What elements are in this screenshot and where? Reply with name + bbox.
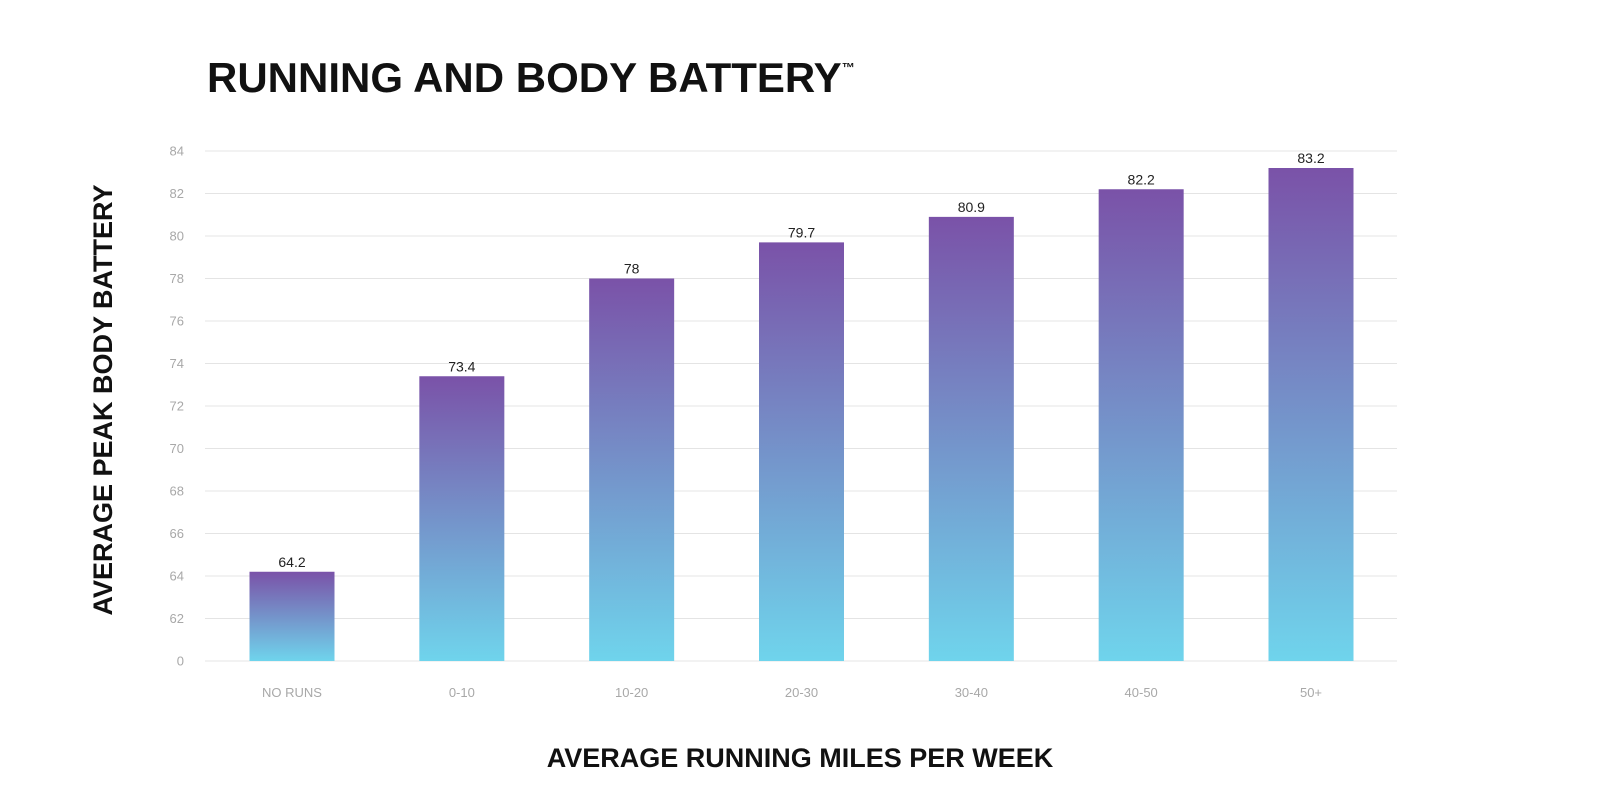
y-tick-label: 70 bbox=[170, 441, 184, 456]
x-axis-ticks: NO RUNS 0-10 10-20 20-30 30-40 40-50 50+ bbox=[262, 685, 1322, 700]
y-axis-ticks: 0 62 64 66 68 70 72 74 76 78 80 82 84 bbox=[170, 144, 184, 669]
y-tick-label: 78 bbox=[170, 271, 184, 286]
y-tick-label: 84 bbox=[170, 144, 184, 159]
bar bbox=[759, 242, 844, 661]
y-tick-label: 80 bbox=[170, 229, 184, 244]
y-tick-label: 66 bbox=[170, 526, 184, 541]
bar bbox=[589, 278, 675, 661]
x-tick-label: 0-10 bbox=[449, 685, 475, 700]
bar bbox=[419, 376, 505, 661]
chart-title-text: RUNNING AND BODY BATTERY™ bbox=[207, 54, 855, 101]
bar bbox=[928, 216, 1014, 661]
x-tick-label: 10-20 bbox=[615, 685, 648, 700]
y-tick-label: 76 bbox=[170, 314, 184, 329]
y-tick-label: 72 bbox=[170, 399, 184, 414]
bar-value-label: 79.7 bbox=[788, 224, 815, 240]
y-tick-label: 82 bbox=[170, 186, 184, 201]
bar bbox=[1098, 189, 1184, 661]
bar bbox=[1268, 168, 1354, 661]
y-tick-label: 68 bbox=[170, 484, 184, 499]
bar-value-label: 80.9 bbox=[958, 199, 985, 215]
x-tick-label: NO RUNS bbox=[262, 685, 322, 700]
chart-title-trademark: ™ bbox=[842, 60, 855, 75]
y-tick-label: 64 bbox=[170, 569, 184, 584]
bar-value-label: 83.2 bbox=[1297, 150, 1324, 166]
x-tick-label: 20-30 bbox=[785, 685, 818, 700]
y-tick-label: 62 bbox=[170, 611, 184, 626]
bar-value-label: 64.2 bbox=[278, 554, 305, 570]
data-labels: 64.2 73.4 78 79.7 80.9 82.2 83.2 bbox=[278, 150, 1324, 570]
x-axis-title: AVERAGE RUNNING MILES PER WEEK bbox=[547, 743, 1054, 773]
chart-title: RUNNING AND BODY BATTERY™ bbox=[207, 54, 855, 101]
bar-value-label: 78 bbox=[624, 261, 640, 277]
bar-value-label: 82.2 bbox=[1128, 171, 1155, 187]
bar bbox=[249, 571, 335, 661]
x-tick-label: 40-50 bbox=[1125, 685, 1158, 700]
chart-title-main: RUNNING AND BODY BATTERY bbox=[207, 54, 842, 101]
x-tick-label: 50+ bbox=[1300, 685, 1322, 700]
bars bbox=[249, 168, 1354, 661]
x-tick-label: 30-40 bbox=[955, 685, 988, 700]
bar-value-label: 73.4 bbox=[448, 358, 475, 374]
y-tick-label: 74 bbox=[170, 356, 184, 371]
y-tick-label: 0 bbox=[177, 654, 184, 669]
y-axis-title: AVERAGE PEAK BODY BATTERY bbox=[88, 184, 118, 615]
